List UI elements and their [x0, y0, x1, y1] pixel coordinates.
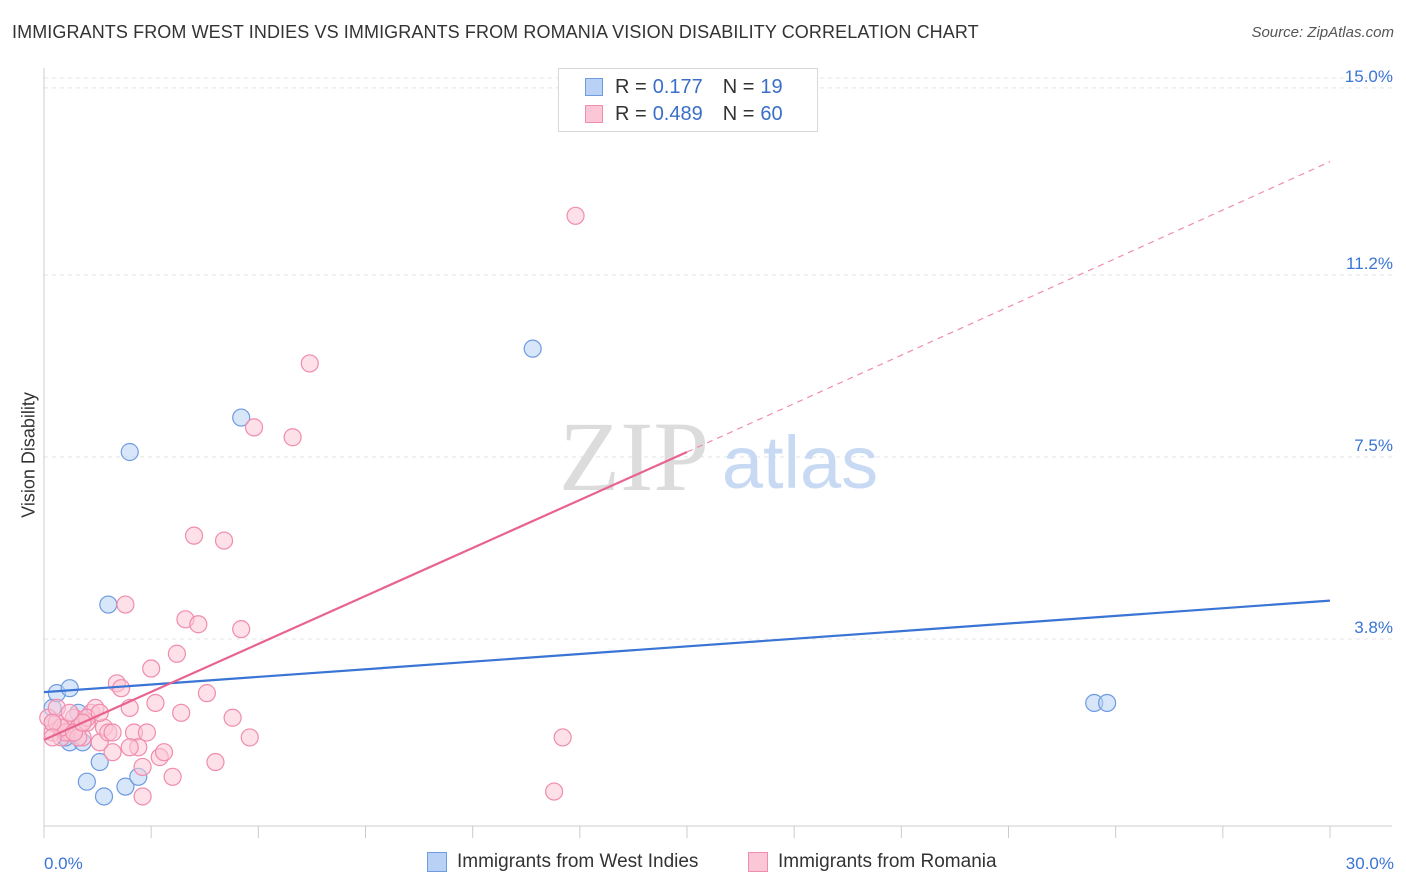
legend-r-label: R = [615, 102, 647, 125]
romania-point [244, 418, 264, 437]
west-indies-point [232, 408, 251, 427]
bottom-legend-swatch-romania [748, 852, 768, 872]
x-tick-label: 0.0% [44, 854, 83, 873]
legend-swatch-west-indies [585, 78, 603, 96]
romania-point [43, 728, 62, 747]
legend-r-value: 0.177 [652, 75, 703, 98]
x-tick-label: 30.0% [1346, 854, 1394, 873]
romania-point [103, 723, 122, 742]
legend-n-label: N = [722, 102, 755, 125]
legend-r-value: 0.489 [652, 102, 703, 125]
romania-point [232, 620, 251, 639]
west-indies-point [60, 679, 79, 698]
chart-title: IMMIGRANTS FROM WEST INDIES VS IMMIGRANT… [12, 22, 979, 42]
legend-row-romania: R = 0.489 N = 60 [585, 101, 783, 127]
romania-point [197, 684, 216, 703]
romania-point [172, 703, 191, 722]
y-tick-label: 15.0% [1345, 67, 1393, 86]
romania-point [154, 743, 174, 762]
west-indies-point [99, 595, 118, 614]
romania-point [60, 703, 79, 722]
bottom-legend-label-romania: Immigrants from Romania [778, 851, 997, 872]
romania-point [283, 428, 302, 447]
bottom-legend-west-indies: Immigrants from West Indies [427, 851, 698, 873]
romania-point [545, 782, 564, 801]
romania-point [142, 659, 161, 678]
grid-layer [44, 77, 1392, 640]
romania-point [146, 693, 165, 713]
romania-trend-line [43, 450, 688, 741]
romania-point [167, 644, 186, 663]
romania-point [163, 767, 182, 786]
romania-point [553, 728, 572, 747]
romania-point [566, 206, 585, 225]
romania-point [112, 679, 131, 698]
romania-point [120, 738, 139, 757]
west-indies-point [120, 442, 139, 462]
legend-n-value: 60 [760, 102, 783, 125]
romania-point [103, 743, 122, 762]
y-tick-label: 3.8% [1354, 618, 1393, 637]
romania-point [116, 595, 135, 614]
romania-trend-line-extension [686, 161, 1331, 453]
west-indies-point [523, 339, 542, 358]
legend: R = 0.177 N = 19 R = 0.489 N = 60 [558, 68, 818, 132]
west-indies-point [116, 777, 135, 796]
romania-point [133, 757, 152, 777]
romania-point [214, 531, 234, 550]
romania-point [137, 723, 156, 742]
romania-point [189, 615, 208, 634]
legend-row-west-indies: R = 0.177 N = 19 [585, 74, 783, 100]
watermark-zip: ZIP [559, 401, 709, 512]
west-indies-point [1097, 693, 1117, 713]
y-tick-label: 11.2% [1346, 254, 1393, 273]
trend-layer [43, 161, 1331, 741]
west-indies-trend-line [43, 599, 1331, 694]
bottom-legend-label-west-indies: Immigrants from West Indies [457, 851, 699, 872]
legend-swatch-romania [585, 105, 603, 123]
y-axis-label: Vision Disability [18, 392, 39, 518]
romania-point [206, 752, 225, 772]
watermark: ZIP atlas [559, 401, 878, 512]
points-layer [39, 206, 1117, 806]
romania-point [133, 787, 152, 806]
bottom-legend-romania: Immigrants from Romania [748, 851, 997, 873]
west-indies-point [90, 752, 109, 772]
west-indies-point [94, 787, 114, 806]
romania-point [300, 354, 319, 373]
tick-label-layer: 3.8% 7.5% 11.2% 15.0% 0.0% 30.0% [44, 67, 1394, 873]
source-label: Source: ZipAtlas.com [1251, 24, 1394, 41]
romania-point [223, 708, 242, 727]
legend-n-value: 19 [760, 75, 783, 98]
legend-n-label: N = [722, 75, 755, 98]
y-tick-label: 7.5% [1354, 436, 1393, 455]
romania-point [240, 728, 259, 747]
bottom-legend-swatch-west-indies [427, 852, 447, 872]
romania-point [184, 526, 204, 545]
axis-layer [43, 68, 1392, 838]
legend-r-label: R = [615, 75, 647, 98]
west-indies-point [77, 772, 96, 791]
watermark-atlas: atlas [722, 421, 878, 504]
